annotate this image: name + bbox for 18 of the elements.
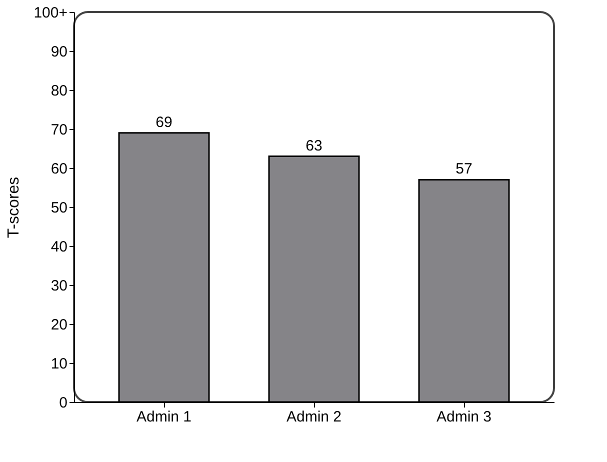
data-label: 57 — [456, 160, 472, 178]
y-tick-label: 70 — [50, 122, 68, 138]
y-tick-label: 0 — [59, 394, 68, 412]
y-tick-label: 40 — [50, 238, 68, 256]
y-tick-label: 60 — [50, 160, 68, 178]
y-tick-label: 20 — [50, 316, 68, 334]
x-tick-label: Admin 2 — [286, 408, 342, 426]
y-tick-label: 10 — [50, 356, 68, 372]
y-tick-label: 30 — [50, 278, 68, 294]
data-label: 69 — [156, 114, 172, 131]
x-tick-label: Admin 3 — [436, 408, 492, 426]
y-tick-label: 100+ — [34, 4, 68, 22]
x-tick-label: Admin 1 — [136, 408, 192, 426]
y-tick-label: 50 — [50, 200, 68, 216]
data-label: 63 — [306, 137, 322, 154]
y-tick-label: 90 — [50, 44, 68, 60]
y-tick-label: 80 — [50, 82, 68, 100]
y-axis-title: T-scores — [6, 176, 23, 238]
